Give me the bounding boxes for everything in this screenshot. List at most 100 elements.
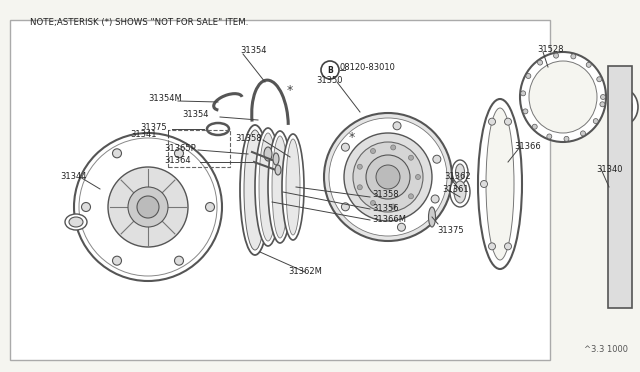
Ellipse shape [324, 113, 452, 241]
Ellipse shape [357, 164, 362, 169]
Ellipse shape [532, 124, 537, 129]
Text: 31344: 31344 [60, 171, 86, 180]
Ellipse shape [596, 77, 602, 82]
Ellipse shape [341, 143, 349, 151]
Ellipse shape [273, 153, 279, 165]
Ellipse shape [547, 134, 552, 139]
Ellipse shape [538, 60, 543, 65]
Ellipse shape [526, 74, 531, 78]
Ellipse shape [614, 94, 632, 119]
Text: 31358: 31358 [372, 189, 399, 199]
Text: 31362M: 31362M [288, 267, 322, 276]
Ellipse shape [113, 256, 122, 265]
Ellipse shape [81, 202, 90, 212]
Ellipse shape [600, 94, 605, 99]
Ellipse shape [529, 61, 597, 133]
FancyBboxPatch shape [10, 20, 550, 360]
Text: *: * [349, 131, 355, 144]
Ellipse shape [371, 201, 376, 205]
Ellipse shape [554, 53, 559, 58]
Ellipse shape [478, 99, 522, 269]
Ellipse shape [344, 133, 432, 221]
Ellipse shape [523, 109, 528, 114]
Ellipse shape [504, 118, 511, 125]
Ellipse shape [175, 256, 184, 265]
Ellipse shape [454, 181, 466, 203]
Ellipse shape [431, 195, 439, 203]
Ellipse shape [255, 128, 281, 246]
Ellipse shape [268, 131, 292, 243]
Ellipse shape [244, 130, 266, 250]
Ellipse shape [397, 223, 406, 231]
Text: B: B [327, 65, 333, 74]
Text: 31361: 31361 [442, 185, 468, 193]
Text: 31365P: 31365P [164, 144, 196, 153]
Ellipse shape [264, 147, 272, 161]
Ellipse shape [341, 203, 349, 211]
Ellipse shape [433, 155, 441, 163]
Ellipse shape [521, 91, 525, 96]
Ellipse shape [240, 125, 270, 255]
Ellipse shape [113, 149, 122, 158]
Ellipse shape [275, 165, 281, 175]
Ellipse shape [580, 131, 586, 136]
Ellipse shape [488, 243, 495, 250]
Ellipse shape [74, 133, 222, 281]
Ellipse shape [65, 214, 87, 230]
Text: 31354: 31354 [240, 45, 266, 55]
Ellipse shape [593, 119, 598, 124]
Ellipse shape [586, 62, 591, 67]
Ellipse shape [329, 118, 447, 236]
Text: 31375: 31375 [437, 225, 463, 234]
Ellipse shape [450, 177, 470, 207]
Text: 31354: 31354 [182, 109, 209, 119]
Ellipse shape [390, 145, 396, 150]
Ellipse shape [415, 174, 420, 180]
Text: 31341: 31341 [130, 129, 157, 138]
Text: 31366: 31366 [514, 141, 541, 151]
Ellipse shape [272, 136, 288, 238]
Text: 31362: 31362 [444, 171, 470, 180]
Ellipse shape [353, 142, 423, 212]
Ellipse shape [376, 165, 400, 189]
Text: 31366M: 31366M [372, 215, 406, 224]
Ellipse shape [600, 102, 605, 107]
Text: 31364: 31364 [164, 155, 191, 164]
Ellipse shape [504, 243, 511, 250]
Text: NOTE;ASTERISK (*) SHOWS "NOT FOR SALE" ITEM.: NOTE;ASTERISK (*) SHOWS "NOT FOR SALE" I… [30, 17, 248, 26]
Text: 31358: 31358 [235, 134, 262, 142]
Ellipse shape [408, 155, 413, 160]
Ellipse shape [259, 133, 277, 241]
Ellipse shape [137, 196, 159, 218]
Ellipse shape [371, 148, 376, 154]
Text: 31356: 31356 [372, 203, 399, 212]
Ellipse shape [571, 54, 576, 59]
Text: 31340: 31340 [596, 164, 623, 173]
Ellipse shape [429, 207, 435, 227]
Ellipse shape [481, 180, 488, 187]
Ellipse shape [128, 187, 168, 227]
Ellipse shape [486, 108, 514, 260]
FancyBboxPatch shape [608, 66, 632, 308]
Ellipse shape [175, 149, 184, 158]
Text: 31375: 31375 [140, 122, 166, 131]
Ellipse shape [366, 155, 410, 199]
Ellipse shape [390, 204, 396, 209]
Ellipse shape [564, 137, 569, 141]
Ellipse shape [108, 167, 188, 247]
Ellipse shape [69, 217, 83, 227]
Circle shape [321, 61, 339, 79]
Text: 31528: 31528 [537, 45, 563, 54]
Text: ^3.3 1000: ^3.3 1000 [584, 345, 628, 354]
Ellipse shape [286, 139, 300, 235]
Ellipse shape [205, 202, 214, 212]
Text: 31354M: 31354M [148, 93, 182, 103]
Ellipse shape [79, 138, 217, 276]
Ellipse shape [282, 134, 304, 240]
Ellipse shape [393, 122, 401, 130]
Ellipse shape [456, 164, 465, 180]
Text: 08120-83010: 08120-83010 [340, 62, 396, 71]
Ellipse shape [408, 194, 413, 199]
Ellipse shape [520, 52, 606, 142]
Text: 31350: 31350 [316, 76, 342, 84]
